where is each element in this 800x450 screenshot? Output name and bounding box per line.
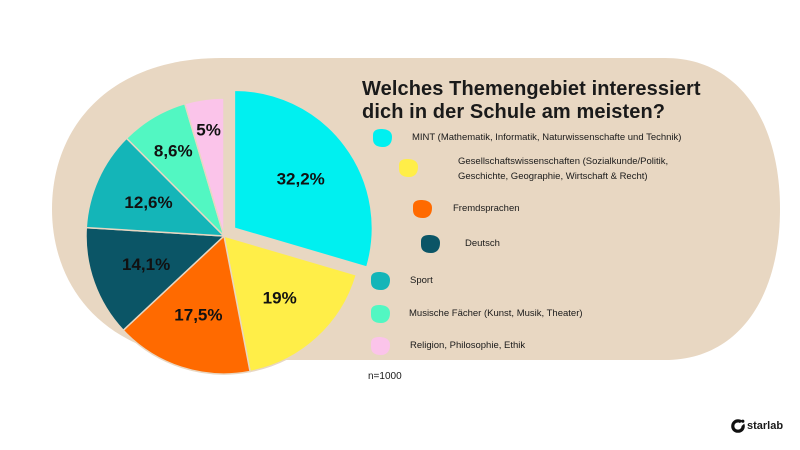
pie-slice-religion-philosophie-ethik — [183, 97, 225, 237]
sample-size-note: n=1000 — [368, 371, 402, 382]
pie-slice-deutsch — [85, 226, 226, 332]
pie-slice-fremdsprachen — [122, 234, 251, 375]
legend-label-line: Gesellschaftswissenschaften (Sozialkunde… — [458, 156, 669, 167]
legend-swatch — [421, 235, 440, 253]
pie-slice-mint-mathematik-informatik-naturwissensc — [233, 89, 374, 268]
data-label-mint-mathematik-informatik-naturwissensc: 32,2% — [277, 170, 325, 189]
legend-swatch — [371, 272, 390, 290]
pie-data-labels: 32,2% 19% 17,5% 14,1% 12,6% 8,6%5% — [122, 120, 325, 324]
data-label-sport: 12,6% — [124, 193, 172, 212]
legend-swatch — [399, 159, 418, 177]
legend-label: MINT (Mathematik, Informatik, Naturwisse… — [412, 130, 681, 145]
data-label-religion-philosophie-ethik: 5% — [196, 120, 221, 139]
legend-label-line: MINT (Mathematik, Informatik, Naturwisse… — [412, 132, 682, 143]
legend-label: Gesellschaftswissenschaften (Sozialkunde… — [458, 154, 668, 184]
legend-label-line: Fremdsprachen — [453, 203, 520, 214]
chart-title-line-1: Welches Themengebiet interessiert — [362, 78, 701, 100]
legend-label-line: Deutsch — [465, 238, 500, 249]
pie-slice-gesellschaftswissenschaften-sozialkunde- — [223, 234, 358, 373]
legend-label-line: Sport — [410, 275, 433, 286]
data-label-gesellschaftswissenschaften-sozialkunde-: 19% — [263, 288, 297, 307]
brand-name: starlab — [747, 420, 784, 432]
legend-label-line: Religion, Philosophie, Ethik — [410, 340, 526, 351]
pie-slice-sport — [85, 137, 226, 237]
legend-swatch — [371, 305, 390, 323]
legend-swatch — [371, 337, 390, 355]
chart-title-line-2: dich in der Schule am meisten? — [362, 101, 666, 123]
legend-label: Religion, Philosophie, Ethik — [410, 338, 525, 353]
data-label-musische-f-cher-kunst-musik-theater: 8,6% — [154, 142, 193, 161]
data-label-deutsch: 14,1% — [122, 255, 170, 274]
data-label-fremdsprachen: 17,5% — [174, 306, 222, 325]
legend-swatch — [413, 200, 432, 218]
legend-label: Sport — [410, 273, 433, 288]
legend-swatch — [373, 129, 392, 147]
legend-label: Fremdsprachen — [453, 201, 520, 216]
legend-label: Musische Fächer (Kunst, Musik, Theater) — [409, 306, 583, 321]
legend-label-line: Geschichte, Geographie, Wirtschaft & Rec… — [458, 171, 648, 182]
pie-slices — [85, 89, 374, 375]
legend-label-line: Musische Fächer (Kunst, Musik, Theater) — [409, 308, 583, 319]
starlab-logo-icon — [731, 419, 745, 433]
legend-label: Deutsch — [465, 236, 500, 251]
